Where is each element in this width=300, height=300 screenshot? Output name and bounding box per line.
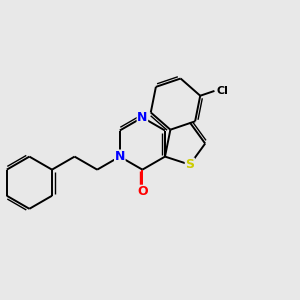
- Text: Cl: Cl: [217, 86, 229, 96]
- Text: N: N: [137, 111, 148, 124]
- Text: O: O: [137, 185, 148, 198]
- Text: N: N: [115, 150, 125, 163]
- Text: S: S: [185, 158, 194, 171]
